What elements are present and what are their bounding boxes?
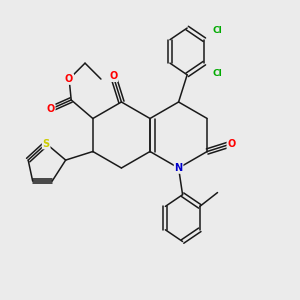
Text: O: O bbox=[227, 139, 236, 149]
Text: Cl: Cl bbox=[212, 69, 222, 78]
Text: Cl: Cl bbox=[213, 26, 223, 35]
Text: S: S bbox=[43, 139, 50, 148]
Text: O: O bbox=[65, 74, 73, 84]
Text: O: O bbox=[46, 104, 55, 114]
Text: N: N bbox=[175, 163, 183, 173]
Text: O: O bbox=[109, 71, 117, 81]
